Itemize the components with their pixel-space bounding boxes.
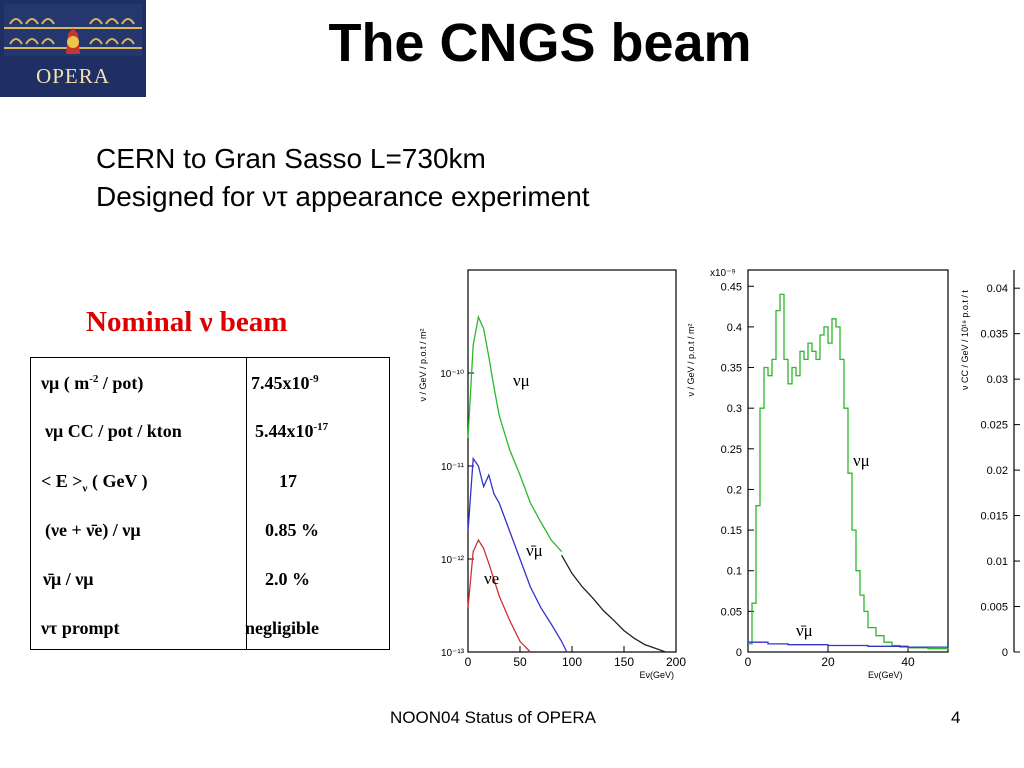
plot-3-y-tick-label: 0.01 <box>987 556 1008 568</box>
row-5-label: ν̄μ / νμ <box>43 569 94 589</box>
plot-2-y-tick-label: 0.45 <box>721 281 742 293</box>
row-1-value: 7.45x10-9 <box>251 373 319 394</box>
plot-1-x-tick-label: 150 <box>614 655 634 669</box>
row-3-label: < E >ν ( GeV ) <box>41 471 148 495</box>
plot-2-scale-label: x10⁻⁹ <box>710 268 736 279</box>
row-1-label-exponent: -2 <box>89 373 99 385</box>
plot-2-x-tick-label: 20 <box>821 655 835 669</box>
plot-1-y-label: ν / GeV / p.o.t / m² <box>418 328 428 401</box>
row-4-value: 0.85 % <box>265 520 319 540</box>
plot-1-series-line-3 <box>467 538 531 653</box>
plot-3-y-tick-label: 0.04 <box>987 283 1008 295</box>
row-5-value: 2.0 % <box>265 569 310 589</box>
plot-1-x-tick-label: 0 <box>465 655 472 669</box>
plot-2-annotation: ν̄μ <box>796 621 813 640</box>
row-1-value-mantissa: 7.45x10 <box>251 373 310 393</box>
row-1-label-unit: / pot) <box>98 373 144 393</box>
row-3-value: 17 <box>279 471 297 491</box>
plot-2-y-tick-label: 0.25 <box>721 444 742 456</box>
plot-1-y-tick-label: 10⁻¹⁰ <box>440 369 464 380</box>
plot-1-series-line-2 <box>467 456 568 653</box>
plot-2-x-tick-label: 40 <box>901 655 915 669</box>
opera-house-arches-icon <box>4 4 142 56</box>
plot-1-series-line-1 <box>561 554 676 653</box>
plot-3-y-tick-label: 0.02 <box>987 465 1008 477</box>
plot-2-series-line-1 <box>748 641 949 648</box>
nominal-beam-heading: Nominal ν beam <box>86 306 288 338</box>
plot-2-y-tick-label: 0.05 <box>721 606 742 618</box>
row-2-value: 5.44x10-17 <box>255 421 328 442</box>
plot-1-y-tick-label: 10⁻¹³ <box>441 648 465 659</box>
subtitle-line-1: CERN to Gran Sasso L=730km <box>96 143 486 174</box>
table-column-divider <box>246 358 247 649</box>
logo-text: OPERA <box>36 64 110 88</box>
row-6-label: ντ prompt <box>41 618 120 638</box>
plot-2-annotation: νμ <box>853 451 870 470</box>
plot-2-y-tick-label: 0.4 <box>727 322 742 334</box>
row-3-label-subscript: ν <box>82 482 88 495</box>
row-3-label-unit: ( GeV ) <box>87 471 148 491</box>
flux-plots: 0 50 100 150 20010⁻¹³10⁻¹²10⁻¹¹10⁻¹⁰Eν(GeV)ν… <box>418 268 1020 680</box>
plot-1-annotation: νe <box>484 569 499 588</box>
plot-3-y-tick-label: 0.035 <box>980 329 1008 341</box>
page-number: 4 <box>951 708 961 727</box>
plot-2-series-line-0 <box>748 293 949 650</box>
row-2-value-exponent: -17 <box>313 421 329 433</box>
plot-1-x-tick-label: 50 <box>513 655 527 669</box>
plot-1-annotation: ν̄μ <box>526 541 543 560</box>
plot-2-y-tick-label: 0.35 <box>721 363 742 375</box>
plot-3-y-tick-label: 0.005 <box>980 602 1008 614</box>
plot-3-y-tick-label: 0.025 <box>980 420 1008 432</box>
row-3-label-text: < E > <box>41 471 83 491</box>
plot-1-y-tick-label: 10⁻¹¹ <box>441 462 465 473</box>
beam-parameters-table: νμ ( m-2 / pot) 7.45x10-9 νμ CC / pot / … <box>30 357 390 650</box>
plot-2-y-tick-label: 0.3 <box>727 403 742 415</box>
row-2-value-mantissa: 5.44x10 <box>255 421 314 441</box>
row-1-value-exponent: -9 <box>309 373 319 385</box>
plot-3-y-tick-label: 0.03 <box>987 374 1008 386</box>
slide-title: The CNGS beam <box>328 13 752 73</box>
footer-text: NOON04 Status of OPERA <box>390 708 596 727</box>
row-1-label-text: νμ ( m <box>41 373 90 393</box>
plot-1-annotation: νμ <box>513 371 530 390</box>
plot-1-x-tick-label: 100 <box>562 655 582 669</box>
plot-1-y-tick-label: 10⁻¹² <box>441 555 465 566</box>
opera-logo: OPERA <box>0 0 146 97</box>
plot-2-y-tick-label: 0.1 <box>727 566 742 578</box>
row-2-label: νμ CC / pot / kton <box>45 421 182 441</box>
plot-1-x-tick-label: 200 <box>666 655 686 669</box>
plot-2-x-label: Eν(GeV) <box>868 670 903 680</box>
plot-2-frame <box>747 269 949 653</box>
subtitle-line-2: Designed for ντ appearance experiment <box>96 181 590 212</box>
plot-2-y-tick-label: 0 <box>736 647 742 659</box>
row-4-label: (νe + ν̄e) / νμ <box>45 520 141 540</box>
plot-3-y-tick-label: 0.015 <box>980 511 1008 523</box>
plot-2-y-tick-label: 0.2 <box>727 484 742 496</box>
subtitle: CERN to Gran Sasso L=730km Designed for … <box>96 140 590 216</box>
plot-3-y-label: ν CC / GeV / 10¹⁹ p.o.t / t <box>960 290 970 390</box>
plot-1-series-line-0 <box>467 314 563 553</box>
row-6-value: negligible <box>245 618 320 638</box>
plot-2-x-tick-label: 0 <box>745 655 752 669</box>
plot-2-y-label: ν / GeV / p.o.t / m² <box>686 323 696 396</box>
plot-1-x-label: Eν(GeV) <box>639 670 674 680</box>
plot-2-y-tick-label: 0.15 <box>721 525 742 537</box>
row-1-label: νμ ( m-2 / pot) <box>41 373 143 394</box>
plot-3-y-tick-label: 0 <box>1002 647 1008 659</box>
